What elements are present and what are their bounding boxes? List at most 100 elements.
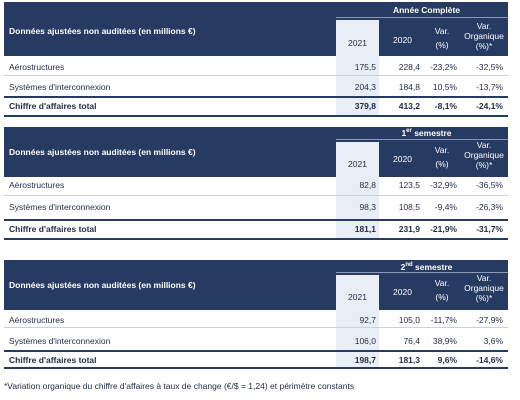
value-2020: 108,5: [398, 202, 420, 212]
total-top-rule: [4, 219, 508, 221]
revenue-table: Données ajustées non auditées (en millio…: [4, 2, 508, 117]
table-bottom-rule: [4, 367, 508, 369]
value-2020: 184,8: [398, 82, 420, 92]
header-label: Données ajustées non auditées (en millio…: [9, 280, 196, 290]
period-title-main: Année Complète: [392, 5, 461, 15]
value-var: 9,6%: [437, 355, 457, 365]
header-separator: [336, 17, 508, 18]
total-top-rule: [4, 96, 508, 98]
value-2021: 106,0: [354, 336, 376, 346]
col-header-organic-line1: Var.: [476, 273, 492, 283]
col-header-var: Var. (%): [424, 278, 460, 303]
value-var: -8,1%: [434, 101, 457, 111]
value-2021: 92,7: [359, 315, 376, 325]
table-header: Données ajustées non auditées (en millio…: [4, 127, 508, 177]
value-var: -11,7%: [430, 315, 457, 325]
row-label: Aérostructures: [9, 315, 65, 325]
period-title-sup: er: [406, 128, 412, 135]
col-header-organic-line1: Var.: [476, 21, 492, 31]
value-2020: 76,4: [403, 336, 420, 346]
period-title: 1er semestre: [349, 128, 504, 138]
col-header-2020: 2020: [393, 287, 412, 297]
col-header-organic-line1: Var.: [476, 140, 492, 150]
row-label: Systèmes d'interconnexion: [9, 336, 111, 346]
period-title-main: 2: [400, 262, 406, 272]
row-divider: [4, 327, 508, 328]
value-2021: 198,7: [354, 355, 376, 365]
value-organic: -27,9%: [476, 315, 503, 325]
total-row: Chiffre d'affaires total 379,8 413,2 -8,1% -…: [4, 101, 508, 113]
value-2020: 413,2: [398, 101, 420, 111]
col-header-organic: Var. Organique (%)*: [462, 140, 506, 170]
value-organic: -36,5%: [476, 180, 503, 190]
row-divider: [4, 75, 508, 76]
value-var: 38,9%: [432, 336, 457, 346]
row-label: Systèmes d'interconnexion: [9, 82, 111, 92]
col-2021-highlight: [336, 56, 379, 115]
table-row: Aérostructures 175,5 228,4 -23,2% -32,5%: [4, 62, 508, 74]
value-2020: 123,5: [398, 180, 420, 190]
table-row: Systèmes d'interconnexion 98,3 108,5 -9,4% -…: [4, 202, 508, 214]
value-organic: -13,7%: [476, 82, 503, 92]
footnote: *Variation organique du chiffre d'affair…: [4, 381, 355, 391]
value-2020: 228,4: [398, 62, 420, 72]
col-2021-highlight: [336, 177, 379, 238]
col-header-var-line1: Var.: [434, 278, 450, 288]
row-label: Aérostructures: [9, 62, 65, 72]
value-2021: 181,1: [354, 224, 376, 234]
row-label: Chiffre d'affaires total: [9, 101, 97, 111]
value-organic: -31,7%: [476, 224, 503, 234]
value-2021: 175,5: [354, 62, 376, 72]
value-2021: 98,3: [359, 202, 376, 212]
value-organic: -24,1%: [476, 101, 503, 111]
row-divider: [4, 195, 508, 196]
col-header-var-line2: (%): [435, 40, 449, 50]
value-2020: 105,0: [398, 315, 420, 325]
total-top-rule: [4, 350, 508, 352]
value-2021: 82,8: [359, 180, 376, 190]
header-separator: [336, 272, 508, 273]
col-header-var: Var. (%): [424, 26, 460, 51]
value-2020: 181,3: [398, 355, 420, 365]
revenue-table: Données ajustées non auditées (en millio…: [4, 127, 508, 240]
table-row: Aérostructures 82,8 123,5 -32,9% -36,5%: [4, 180, 508, 192]
total-row: Chiffre d'affaires total 198,7 181,3 9,6% -1…: [4, 355, 508, 367]
col-header-organic-line3: (%)*: [475, 41, 493, 51]
period-title: Année Complète: [349, 5, 504, 15]
table-header: Données ajustées non auditées (en millio…: [4, 2, 508, 56]
value-var: 10,5%: [432, 82, 457, 92]
table-row: Systèmes d'interconnexion 204,3 184,8 10,5%…: [4, 82, 508, 94]
value-organic: -26,3%: [476, 202, 503, 212]
col-header-var-line2: (%): [435, 292, 449, 302]
value-2021: 204,3: [354, 82, 376, 92]
value-var: -23,2%: [430, 62, 457, 72]
col-header-organic: Var. Organique (%)*: [462, 21, 506, 51]
period-title-after: semestre: [411, 128, 452, 138]
col-2021-highlight: [336, 310, 379, 367]
table-row: Systèmes d'interconnexion 106,0 76,4 38,9% 3…: [4, 336, 508, 348]
revenue-table: Données ajustées non auditées (en millio…: [4, 260, 508, 369]
table-row: Aérostructures 92,7 105,0 -11,7% -27,9%: [4, 315, 508, 327]
header-label: Données ajustées non auditées (en millio…: [9, 26, 196, 36]
header-separator: [336, 139, 508, 140]
value-var: -9,4%: [434, 202, 457, 212]
col-header-2020: 2020: [393, 154, 412, 164]
value-var: -32,9%: [430, 180, 457, 190]
table-header: Données ajustées non auditées (en millio…: [4, 260, 508, 310]
value-var: -21,9%: [430, 224, 457, 234]
value-organic: -32,5%: [476, 62, 503, 72]
row-label: Chiffre d'affaires total: [9, 355, 97, 365]
col-header-var-line2: (%): [435, 159, 449, 169]
col-header-2021: 2021: [336, 275, 379, 310]
value-2020: 231,9: [398, 224, 420, 234]
table-bottom-rule: [4, 115, 508, 117]
col-header-var-line1: Var.: [434, 145, 450, 155]
header-label: Données ajustées non auditées (en millio…: [9, 147, 196, 157]
col-header-organic-line2: Organique: [464, 283, 504, 293]
col-header-2021: 2021: [336, 20, 379, 56]
col-header-2021: 2021: [336, 142, 379, 177]
col-header-organic-line3: (%)*: [475, 160, 493, 170]
value-organic: -14,6%: [476, 355, 503, 365]
col-header-organic: Var. Organique (%)*: [462, 273, 506, 303]
period-title-sup: nd: [405, 262, 413, 269]
